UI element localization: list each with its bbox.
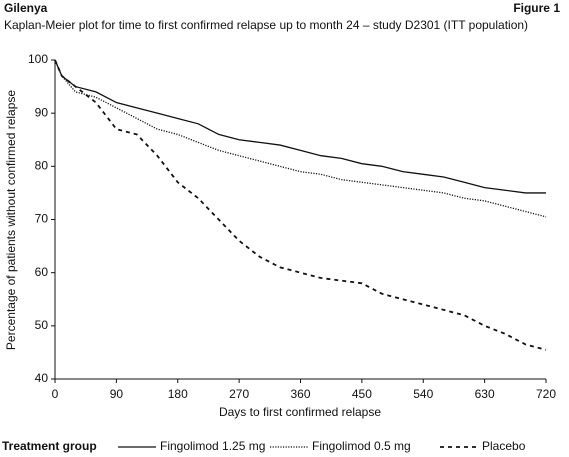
x-tick-label: 0 bbox=[52, 387, 59, 401]
y-axis-label: Percentage of patients without confirmed… bbox=[4, 90, 18, 350]
series-line bbox=[54, 59, 546, 194]
chart-title: Kaplan-Meier plot for time to first conf… bbox=[4, 18, 528, 32]
y-tick-label: 60 bbox=[35, 265, 49, 279]
y-tick-label: 70 bbox=[35, 212, 49, 226]
x-tick-label: 90 bbox=[110, 387, 124, 401]
header-title: Gilenya bbox=[4, 1, 48, 15]
x-tick-label: 270 bbox=[229, 387, 249, 401]
x-tick-label: 630 bbox=[475, 387, 495, 401]
x-tick-label: 720 bbox=[536, 387, 556, 401]
legend-label: Fingolimod 0.5 mg bbox=[312, 439, 411, 453]
y-tick-label: 90 bbox=[35, 105, 49, 119]
y-tick-label: 50 bbox=[35, 318, 49, 332]
figure-label: Figure 1 bbox=[513, 1, 560, 15]
series-line bbox=[54, 59, 547, 351]
x-tick-label: 360 bbox=[290, 387, 310, 401]
x-tick-label: 180 bbox=[168, 387, 188, 401]
x-tick-label: 540 bbox=[413, 387, 433, 401]
series-line bbox=[54, 59, 547, 218]
x-axis-label: Days to first confirmed relapse bbox=[219, 405, 381, 419]
legend-title: Treatment group bbox=[2, 439, 97, 453]
y-tick-label: 100 bbox=[28, 52, 48, 66]
y-tick-label: 80 bbox=[35, 159, 49, 173]
x-tick-label: 450 bbox=[352, 387, 372, 401]
legend-label: Fingolimod 1.25 mg bbox=[160, 439, 265, 453]
legend-label: Placebo bbox=[482, 439, 526, 453]
y-tick-label: 40 bbox=[35, 371, 49, 385]
